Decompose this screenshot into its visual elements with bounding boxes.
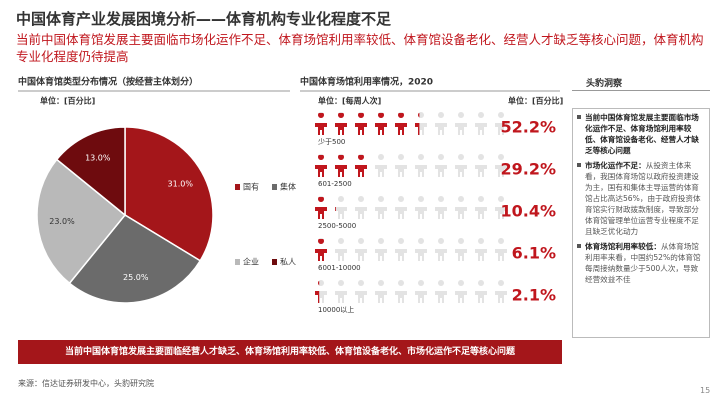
icons-filled <box>315 239 327 261</box>
icons-filled <box>315 113 420 135</box>
sidebar: 当前中国体育馆发展主要面临市场化运作不足、体育场馆利用率较低、体育馆设备老化、经… <box>572 108 710 338</box>
title: 中国体育产业发展困境分析——体育机构专业化程度不足 <box>16 10 392 28</box>
category-label: 6001-10000 <box>318 264 361 272</box>
pie-slice <box>36 158 127 285</box>
value-label: 6.1% <box>512 244 556 263</box>
insight: 市场化运作不足：从投资主体来看，我国体育场馆以政府投资建设为主，国有和集体主导运… <box>577 160 705 237</box>
insight: 体育场馆利用率较低：从体育场馆利用率来看，中国约52%的体育馆每周接纳数量少于5… <box>577 241 705 285</box>
chart-title: 中国体育场馆利用率情况，2020 <box>300 76 433 88</box>
icons-empty <box>315 196 507 219</box>
divider <box>572 90 710 91</box>
value-label: 23.0% <box>49 217 75 226</box>
unit: 单位：[每周人次] <box>318 96 381 106</box>
icons-empty <box>315 238 507 261</box>
banner: 当前中国体育馆发展主要面临经营人才缺乏、体育场馆利用率较低、体育馆设备老化、市场… <box>18 340 562 364</box>
category-label: 少于500 <box>318 138 345 146</box>
value-label: 2.1% <box>512 286 556 305</box>
pie-slice <box>55 126 126 217</box>
value-label: 31.0% <box>168 179 194 188</box>
category-label: 2500-5000 <box>318 222 356 230</box>
chart-title: 中国体育馆类型分布情况（按经营主体划分） <box>18 76 198 88</box>
pie-slice <box>68 214 202 304</box>
legend-swatch <box>272 259 277 265</box>
category-label: 601-2500 <box>318 180 352 188</box>
icons-filled <box>315 197 336 219</box>
icons-empty <box>315 280 507 303</box>
insight-heading: 市场化运作不足： <box>585 161 646 170</box>
legend-swatch <box>235 184 240 190</box>
legend-label: 企业 <box>243 257 259 267</box>
pie-slice <box>124 126 214 262</box>
category-label: 10000以上 <box>318 305 354 314</box>
legend-label: 国有 <box>243 182 259 192</box>
legend-swatch <box>235 259 240 265</box>
legend-label: 集体 <box>280 182 296 192</box>
icons-filled <box>315 155 367 177</box>
insight: 当前中国体育馆发展主要面临市场化运作不足、体育场馆利用率较低、体育馆设备老化、经… <box>577 112 705 156</box>
value-label: 10.4% <box>500 202 556 221</box>
legend-swatch <box>272 184 277 190</box>
page-number: 15 <box>700 386 711 395</box>
value-label: 25.0% <box>123 273 149 282</box>
value-label: 29.2% <box>500 160 556 179</box>
value-label: 13.0% <box>85 153 111 162</box>
insight-heading: 当前中国体育馆发展主要面临市场化运作不足、体育场馆利用率较低、体育馆设备老化、经… <box>585 113 699 155</box>
source: 来源：信达证券研发中心，头豹研究院 <box>18 379 154 388</box>
sidebar-title: 头豹洞察 <box>586 79 623 89</box>
value-unit: 单位：[百分比] <box>508 96 563 106</box>
icons-filled <box>315 281 320 303</box>
insight-heading: 体育场馆利用率较低： <box>585 242 661 251</box>
unit: 单位：[百分比] <box>40 96 95 106</box>
legend-label: 私人 <box>280 258 296 267</box>
value-label: 52.2% <box>500 118 556 137</box>
insight-text: 从体育场馆利用率来看，中国约52%的体育馆每周接纳数量少于500人次，导致经营效… <box>585 242 701 284</box>
subtitle: 当前中国体育馆发展主要面临市场化运作不足、体育场馆利用率较低、体育馆设备老化、经… <box>16 32 704 64</box>
insight-text: 从投资主体来看，我国体育场馆以政府投资建设为主，国有和集体主导运营的体育馆占比高… <box>585 161 701 236</box>
